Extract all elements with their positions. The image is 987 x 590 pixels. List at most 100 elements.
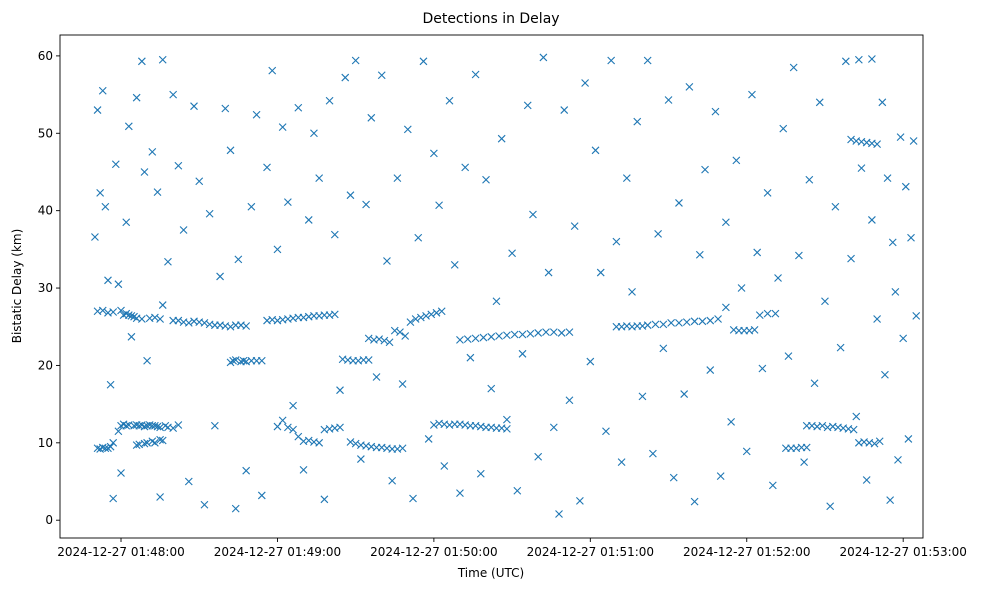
data-point: [385, 338, 394, 347]
data-point: [539, 53, 548, 62]
data-point: [151, 313, 159, 322]
data-point: [581, 79, 589, 87]
data-point: [156, 315, 165, 323]
x-tick-label: 2024-12-27 01:48:00: [57, 545, 184, 559]
data-point: [461, 163, 470, 172]
data-point: [654, 229, 662, 238]
data-point: [294, 103, 303, 112]
data-point: [346, 191, 355, 200]
data-point: [502, 331, 511, 340]
data-point: [273, 422, 282, 431]
data-point: [732, 156, 741, 165]
data-point: [888, 238, 897, 247]
data-point: [826, 502, 835, 511]
data-point: [93, 106, 102, 114]
data-point: [544, 268, 553, 277]
data-point: [737, 284, 746, 292]
data-point: [570, 222, 579, 231]
data-point: [153, 188, 162, 196]
data-point: [117, 469, 125, 477]
data-point: [633, 117, 642, 126]
data-point: [727, 418, 735, 426]
data-point: [403, 125, 412, 134]
data-point: [406, 318, 415, 326]
data-point: [111, 160, 120, 169]
data-point: [96, 188, 105, 197]
x-tick-label: 2024-12-27 01:50:00: [370, 545, 497, 559]
data-point: [664, 96, 673, 104]
data-point: [502, 424, 511, 433]
y-tick-label: 30: [38, 281, 53, 295]
y-tick-label: 0: [45, 513, 53, 527]
data-point: [411, 315, 420, 323]
data-point: [184, 318, 193, 327]
data-point: [278, 416, 287, 425]
data-point: [675, 199, 683, 207]
data-point: [432, 308, 441, 317]
data-point: [398, 444, 407, 453]
data-point: [456, 336, 464, 344]
data-point: [591, 146, 600, 155]
data-point: [466, 353, 475, 362]
data-point: [789, 63, 798, 72]
plot-area-frame: [59, 34, 924, 539]
data-point: [169, 90, 178, 99]
data-point: [109, 308, 118, 316]
data-point: [257, 491, 266, 500]
data-point: [283, 198, 292, 207]
data-point: [143, 356, 151, 365]
data-point: [854, 55, 863, 64]
data-point: [169, 424, 178, 433]
data-point: [909, 137, 918, 145]
data-point: [341, 73, 350, 82]
data-point: [711, 107, 720, 116]
data-point: [529, 210, 537, 219]
x-axis-ticks: 2024-12-27 01:48:00 2024-12-27 01:49:00 20…: [57, 538, 967, 559]
data-point: [758, 364, 767, 373]
data-point: [148, 147, 157, 156]
data-point: [510, 330, 519, 339]
data-point: [560, 106, 569, 114]
data-point: [763, 309, 772, 318]
data-point: [416, 313, 425, 322]
data-point: [901, 182, 910, 191]
data-point: [109, 494, 118, 503]
data-point: [174, 421, 183, 429]
data-point: [768, 481, 777, 490]
data-point: [114, 280, 123, 289]
data-point: [101, 202, 110, 211]
data-point: [364, 334, 373, 343]
data-point: [242, 466, 251, 475]
data-point: [549, 328, 558, 337]
data-point: [698, 317, 707, 326]
data-point: [763, 188, 772, 197]
data-point: [680, 390, 689, 398]
data-point: [899, 334, 908, 343]
data-point: [602, 427, 610, 436]
data-point: [325, 96, 334, 105]
data-point: [818, 421, 827, 430]
data-point: [158, 301, 167, 309]
data-point: [372, 373, 381, 381]
data-point: [127, 332, 136, 341]
data-point: [356, 455, 365, 463]
data-point: [722, 218, 730, 227]
data-point: [805, 175, 814, 184]
data-point: [873, 140, 882, 149]
data-point: [414, 233, 423, 242]
data-point: [174, 161, 183, 170]
data-point: [164, 257, 172, 266]
data-point: [106, 442, 115, 451]
x-axis-label: Time (UTC): [457, 566, 524, 580]
data-point: [542, 328, 550, 337]
y-tick-label: 10: [38, 436, 53, 450]
data-point: [122, 218, 131, 227]
data-point: [695, 250, 704, 259]
data-point: [873, 315, 882, 323]
data-point: [283, 423, 292, 432]
y-tick-label: 20: [38, 358, 53, 372]
data-point: [114, 427, 123, 436]
data-point: [508, 249, 516, 258]
x-tick-label: 2024-12-27 01:53:00: [839, 545, 966, 559]
data-point: [242, 322, 251, 330]
